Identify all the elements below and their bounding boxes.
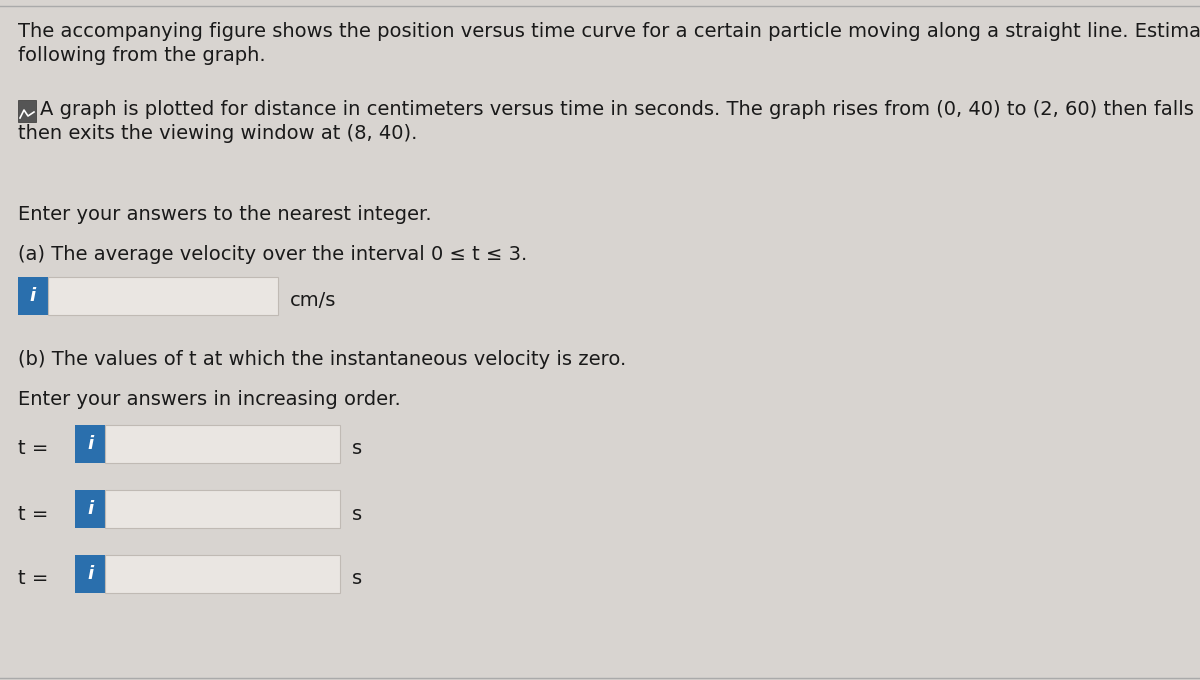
Text: t =: t =: [18, 439, 48, 458]
Text: i: i: [86, 500, 94, 518]
Bar: [48, 277, 278, 315]
Bar: [74, 490, 106, 528]
Bar: [106, 490, 340, 528]
Bar: [74, 555, 106, 593]
Text: t =: t =: [18, 505, 48, 524]
Text: (b) The values of t at which the instantaneous velocity is zero.: (b) The values of t at which the instant…: [18, 350, 626, 369]
Bar: [18, 100, 36, 122]
Text: cm/s: cm/s: [290, 292, 336, 311]
Text: A graph is plotted for distance in centimeters versus time in seconds. The graph: A graph is plotted for distance in centi…: [40, 100, 1200, 119]
Text: then exits the viewing window at (8, 40).: then exits the viewing window at (8, 40)…: [18, 124, 418, 143]
Text: (a) The average velocity over the interval 0 ≤ t ≤ 3.: (a) The average velocity over the interv…: [18, 245, 527, 264]
Bar: [18, 277, 48, 315]
Text: i: i: [86, 435, 94, 453]
Bar: [106, 425, 340, 463]
Text: i: i: [30, 287, 36, 305]
Text: Enter your answers in increasing order.: Enter your answers in increasing order.: [18, 390, 401, 409]
Text: The accompanying figure shows the position versus time curve for a certain parti: The accompanying figure shows the positi…: [18, 22, 1200, 41]
Bar: [106, 555, 340, 593]
Text: following from the graph.: following from the graph.: [18, 46, 265, 65]
Text: s: s: [352, 570, 362, 588]
Text: Enter your answers to the nearest integer.: Enter your answers to the nearest intege…: [18, 205, 432, 224]
Text: s: s: [352, 505, 362, 524]
Bar: [74, 425, 106, 463]
Text: s: s: [352, 439, 362, 458]
Text: t =: t =: [18, 570, 48, 588]
Text: i: i: [86, 565, 94, 583]
